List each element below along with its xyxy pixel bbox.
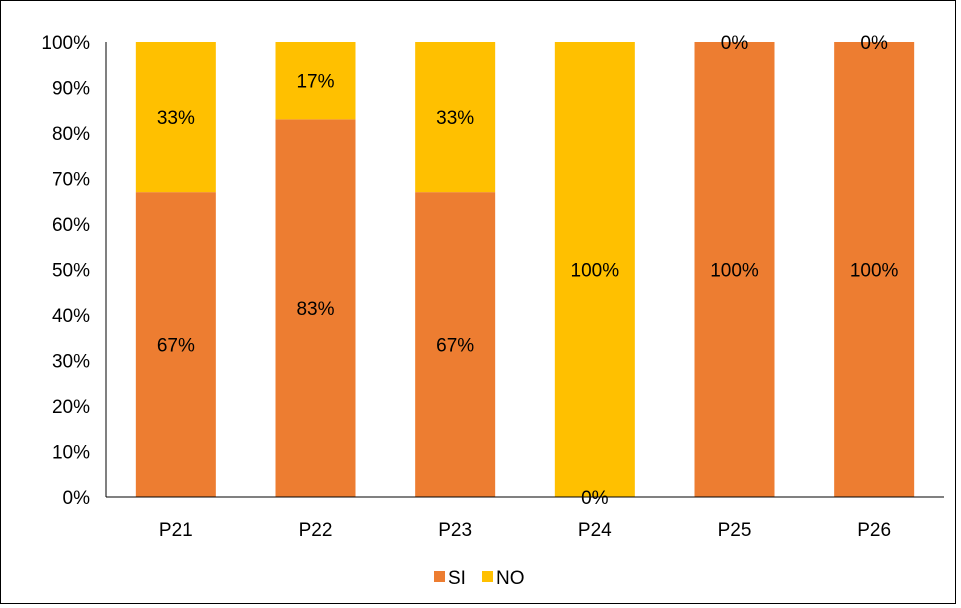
x-tick-label: P21 <box>159 520 193 541</box>
x-tick-label: P24 <box>578 520 612 541</box>
legend-swatch-no <box>482 571 493 582</box>
legend-label-si: SI <box>448 568 466 589</box>
y-tick-label: 80% <box>52 124 90 145</box>
legend-label-no: NO <box>496 568 525 589</box>
bar-segment-si <box>834 42 915 497</box>
x-tick-label: P25 <box>718 520 752 541</box>
data-label-si: 0% <box>581 488 609 509</box>
bar-segment-no <box>554 42 635 497</box>
data-label-si: 100% <box>850 261 899 282</box>
bar-segment-no <box>415 42 496 193</box>
y-tick-label: 60% <box>52 215 90 236</box>
x-tick-label: P23 <box>438 520 472 541</box>
legend-swatch-si <box>434 571 445 582</box>
y-tick-label: 0% <box>63 488 91 509</box>
y-tick-labels: 0% 10% 20% 30% 40% 50% 60% 70% 80% 90% 100% <box>41 33 90 509</box>
x-tick-label: P26 <box>857 520 891 541</box>
bar-segment-si <box>694 42 775 497</box>
data-label-no: 100% <box>571 261 620 282</box>
data-label-si: 83% <box>296 299 334 320</box>
bar-segment-no <box>275 42 356 120</box>
bar-segment-si <box>135 192 216 497</box>
data-labels: 67% 33% 83% 17% 67% 33% 0% 100% 100% 0% 100% 0% <box>157 33 899 509</box>
data-label-si: 100% <box>710 261 759 282</box>
bar-segment-si <box>275 119 356 497</box>
x-tick-labels: P21 P22 P23 P24 P25 P26 <box>159 520 891 541</box>
legend: SI NO <box>434 568 525 589</box>
y-tick-label: 90% <box>52 79 90 100</box>
y-tick-label: 20% <box>52 397 90 418</box>
y-tick-label: 10% <box>52 443 90 464</box>
data-label-no: 0% <box>860 33 888 54</box>
bar-segment-si <box>415 192 496 497</box>
data-label-no: 33% <box>157 108 195 129</box>
y-tick-label: 30% <box>52 352 90 373</box>
data-label-no: 33% <box>436 108 474 129</box>
data-label-si: 67% <box>157 336 195 357</box>
axes-layer <box>105 42 944 498</box>
data-label-no: 0% <box>721 33 749 54</box>
x-tick-label: P22 <box>299 520 333 541</box>
bar-segment-no <box>135 42 216 193</box>
bars-layer <box>135 42 915 497</box>
data-label-si: 67% <box>436 336 474 357</box>
y-tick-label: 40% <box>52 306 90 327</box>
data-label-no: 17% <box>296 72 334 93</box>
y-tick-label: 50% <box>52 261 90 282</box>
y-tick-label: 100% <box>41 33 90 54</box>
y-tick-label: 70% <box>52 170 90 191</box>
